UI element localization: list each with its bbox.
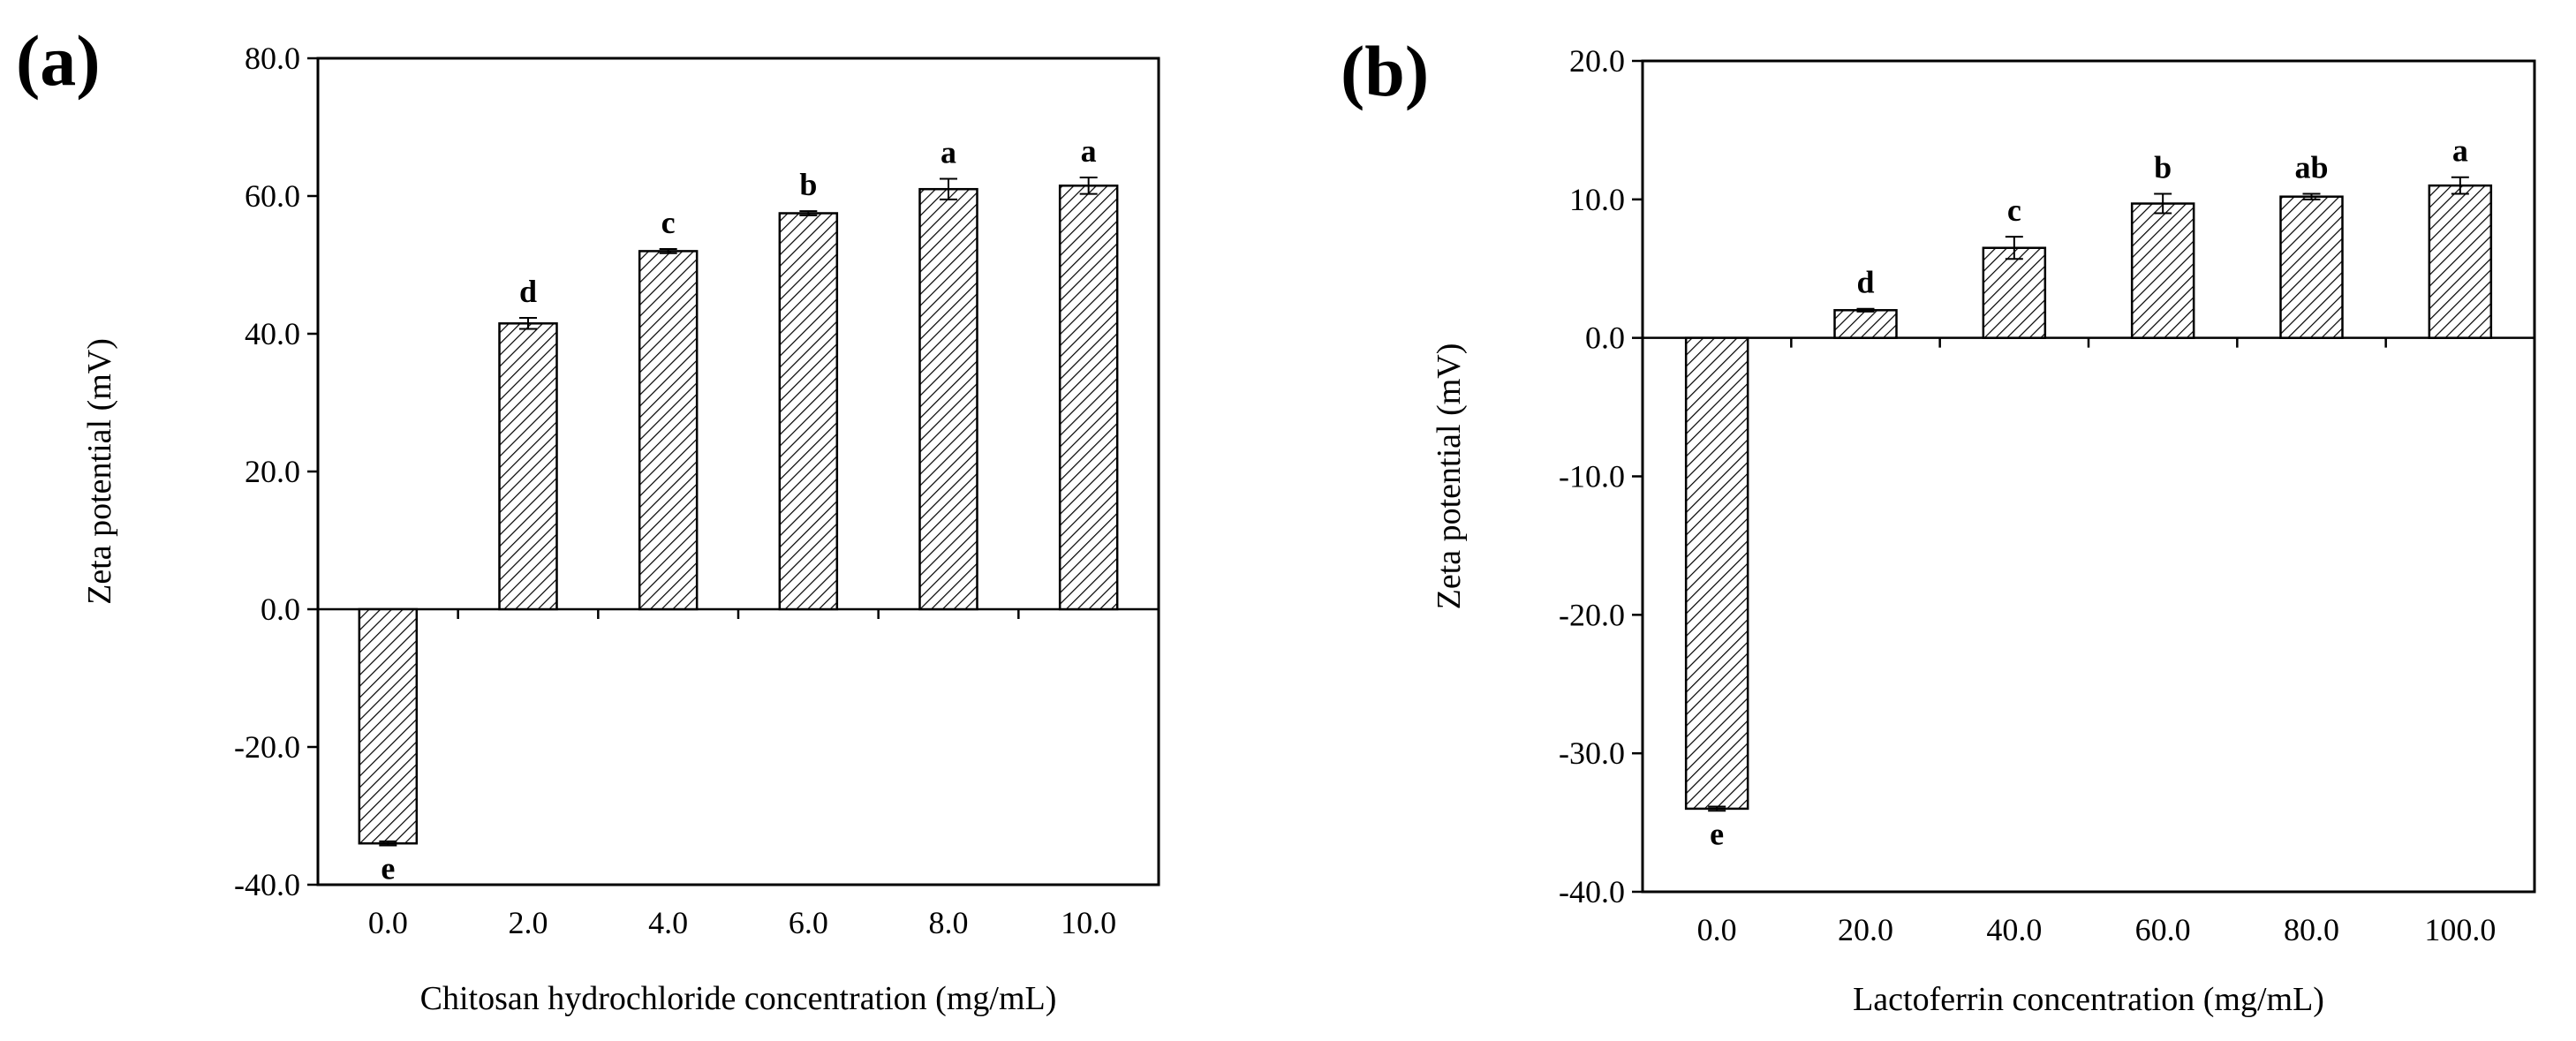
- bar: [2130, 202, 2195, 339]
- y-tick-label: 40.0: [245, 316, 300, 351]
- y-tick-label: -40.0: [1559, 874, 1625, 909]
- bar: [638, 250, 699, 611]
- x-axis-title: Chitosan hydrochloride concentration (mg…: [420, 980, 1057, 1017]
- x-tick-label: 4.0: [648, 905, 688, 940]
- x-tick-label: 60.0: [2135, 912, 2191, 947]
- plot-area-frame: [1641, 59, 2536, 894]
- x-tick-label: 100.0: [2424, 912, 2496, 947]
- x-tick-label: 8.0: [929, 905, 969, 940]
- y-tick-label: 0.0: [261, 592, 300, 627]
- significance-letter: b: [2154, 150, 2172, 185]
- bar: [498, 322, 558, 611]
- panel-label-b: (b): [1341, 31, 1430, 111]
- panel-label-a: (a): [16, 20, 101, 101]
- chart-a-svg: -40.0 -20.0 0.0 20.0 40.0 60.0 80.0 0.0 e 2.0 d 4.0…: [81, 41, 1160, 1017]
- y-tick-label: -30.0: [1559, 735, 1625, 771]
- bar: [1058, 185, 1119, 611]
- bar: [2428, 184, 2493, 339]
- significance-letter: ab: [2294, 150, 2328, 185]
- x-axis-title: Lactoferrin concentration (mg/mL): [1853, 981, 2324, 1018]
- bar: [918, 187, 978, 611]
- y-tick-label: -20.0: [234, 729, 300, 765]
- y-tick-label: -10.0: [1559, 459, 1625, 494]
- significance-letter: e: [1710, 816, 1724, 851]
- y-axis-title: Zeta potential (mV): [1431, 343, 1468, 610]
- significance-letter: a: [941, 135, 956, 170]
- y-tick-label: 0.0: [1585, 321, 1625, 356]
- significance-letter: d: [1856, 265, 1874, 300]
- significance-letter: b: [799, 167, 817, 202]
- significance-letter: a: [2452, 133, 2468, 169]
- significance-letter: d: [519, 274, 537, 309]
- x-tick-label: 6.0: [789, 905, 828, 940]
- y-tick-label: 20.0: [1569, 43, 1625, 79]
- x-tick-label: 10.0: [1061, 905, 1116, 940]
- x-tick-label: 40.0: [1986, 912, 2042, 947]
- significance-letter: a: [1081, 133, 1097, 169]
- chart-b-svg: -40.0 -30.0 -20.0 -10.0 0.0 10.0 20.0 0.0 e 20.0 d…: [1431, 43, 2536, 1018]
- chart-panel-b: (b) -40.0 -30.0 -20.0 -10.0 0.0 10.0 20.0 0.0 e 2…: [1288, 0, 2576, 1041]
- chart-panel-a: (a) -40.0 -20.0 0.0 20.0 40.0 60.0 80.0 0.0 e 2.0…: [16, 20, 1160, 1017]
- bar: [2279, 195, 2344, 339]
- y-tick-label: 80.0: [245, 41, 300, 76]
- significance-letter: c: [661, 205, 676, 240]
- x-tick-label: 0.0: [368, 905, 408, 940]
- y-tick-label: -20.0: [1559, 597, 1625, 632]
- bar: [1982, 246, 2047, 339]
- x-tick-label: 80.0: [2284, 912, 2339, 947]
- y-tick-label: 20.0: [245, 454, 300, 489]
- significance-letter: e: [381, 851, 395, 886]
- y-tick-label: 60.0: [245, 178, 300, 214]
- bar: [1684, 336, 1749, 811]
- significance-letter: c: [2007, 192, 2021, 228]
- y-axis-title: Zeta potential (mV): [81, 338, 118, 605]
- x-tick-label: 2.0: [509, 905, 548, 940]
- bar: [1833, 309, 1898, 339]
- plot-area-frame: [316, 57, 1160, 886]
- y-tick-label: -40.0: [234, 867, 300, 902]
- x-tick-label: 20.0: [1838, 912, 1893, 947]
- bar: [778, 212, 839, 611]
- bar: [358, 607, 419, 845]
- y-tick-label: 10.0: [1569, 182, 1625, 217]
- x-tick-label: 0.0: [1697, 912, 1737, 947]
